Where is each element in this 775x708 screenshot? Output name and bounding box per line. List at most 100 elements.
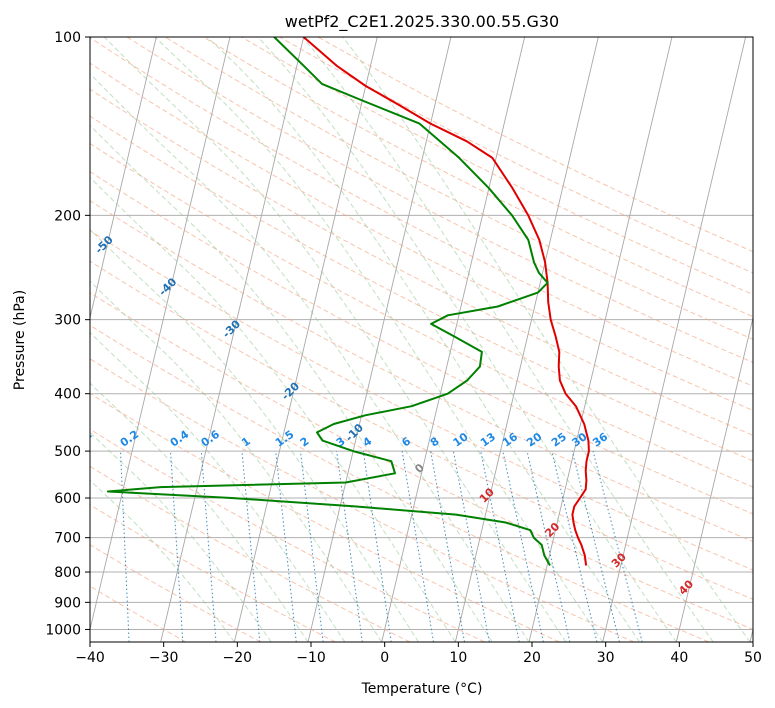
mixing-ratio-label: 1 (239, 435, 253, 450)
dry-adiabat-line (90, 292, 753, 630)
dry-adiabat-line (90, 200, 753, 543)
mixing-ratio-line (275, 451, 297, 642)
isotherm-line (90, 37, 157, 320)
mixing-ratio-line (170, 451, 184, 642)
chart-title: wetPf2_C2E1.2025.330.00.55.G30 (285, 12, 559, 32)
dry-adiabat-line (90, 260, 753, 600)
isotherm-label: -60 (29, 191, 52, 214)
dry-adiabat-line (90, 62, 753, 411)
x-tick-label: 10 (449, 650, 467, 666)
moist-adiabat-line (342, 37, 751, 642)
y-tick-label: 500 (54, 444, 81, 460)
isotherm-line (307, 37, 452, 642)
moist-adiabat-line (154, 37, 604, 642)
isotherm-line (675, 315, 753, 642)
mixing-ratio-label: 0.6 (199, 428, 223, 450)
dry-adiabat-line (90, 358, 635, 642)
isotherm-line (381, 37, 526, 642)
isotherm-line (602, 37, 747, 642)
y-axis-label: Pressure (hPa) (12, 290, 28, 390)
dry-adiabat-line (90, 115, 753, 462)
isotherm-line (160, 37, 305, 642)
dry-adiabat-line (203, 37, 753, 318)
isotherm-label: 20 (542, 520, 562, 540)
isotherm-label: 0 (412, 461, 427, 476)
x-tick-label: 0 (380, 650, 389, 666)
dry-adiabat-line (317, 37, 753, 253)
y-tick-label: 200 (54, 208, 81, 224)
mixing-ratio-line (362, 451, 392, 642)
dry-adiabat-line (90, 229, 753, 571)
moist-adiabat-line (90, 228, 419, 642)
y-tick-label: 400 (54, 387, 81, 403)
isotherm-label: -20 (279, 379, 302, 402)
isotherm-line (528, 37, 673, 642)
series-line-1 (106, 37, 551, 566)
isotherm-line (90, 37, 231, 632)
mixing-ratio-label: 36 (590, 430, 610, 450)
x-tick-label: 30 (597, 650, 615, 666)
mixing-ratio-label: 2 (298, 435, 312, 450)
y-tick-label: 800 (54, 565, 81, 581)
moist-adiabat-line (257, 37, 677, 642)
mixing-ratio-line (480, 451, 520, 642)
mixing-ratio-line (502, 450, 544, 642)
isotherm-label: 40 (676, 577, 696, 597)
y-tick-label: 600 (54, 491, 81, 507)
mixing-ratio-line (571, 450, 620, 642)
moist-adiabat-line (90, 331, 346, 642)
moist-adiabat-line (90, 431, 272, 642)
mixing-ratio-label: 25 (549, 430, 569, 449)
mixing-ratio-label: 13 (478, 430, 498, 449)
mixing-ratio-line (401, 451, 434, 642)
moist-adiabat-line (103, 37, 567, 642)
dry-adiabat-line (90, 142, 753, 488)
moist-adiabat-line (302, 37, 714, 642)
mixing-ratio-line (120, 451, 130, 642)
mixing-ratio-label: 16 (500, 430, 520, 450)
dry-adiabat-line (90, 428, 485, 642)
y-tick-label: 300 (54, 313, 81, 329)
mixing-ratio-line (551, 450, 598, 642)
isotherm-label: 30 (609, 550, 629, 570)
isotherm-line (233, 37, 378, 642)
x-tick-label: 40 (670, 650, 688, 666)
plot-area: 0.10.20.40.611.52346810131620253036-100-… (0, 37, 753, 642)
x-tick-label: −40 (75, 650, 105, 666)
plot-frame (89, 36, 754, 643)
mixing-ratio-line (526, 450, 571, 642)
y-tick-label: 1000 (45, 622, 81, 638)
moist-adiabat-line (206, 37, 640, 642)
mixing-ratio-label: 4 (361, 434, 375, 449)
mixing-ratio-label: 0.4 (168, 428, 192, 450)
background-lines: 0.10.20.40.611.52346810131620253036-100-… (0, 37, 753, 642)
x-tick-label: 20 (523, 650, 541, 666)
dry-adiabat-line (90, 465, 411, 642)
sounding-series (106, 37, 590, 566)
isotherm-line (749, 627, 753, 642)
dry-adiabat-line (90, 88, 753, 436)
x-tick-label: 50 (744, 650, 762, 666)
y-tick-label: 100 (54, 30, 81, 46)
mixing-ratio-label: 20 (524, 430, 544, 450)
mixing-ratio-line (452, 451, 490, 642)
series-line-0 (302, 37, 590, 566)
mixing-ratio-label: 0.2 (118, 428, 141, 450)
mixing-ratio-label: 6 (399, 434, 413, 449)
dry-adiabat-line (90, 324, 709, 642)
mixing-ratio-label: 0.1 (71, 428, 94, 450)
mixing-ratio-label: 1.5 (273, 428, 296, 450)
isotherm-label: -40 (156, 275, 179, 298)
isotherm-label: 10 (477, 485, 497, 505)
dry-adiabat-line (90, 544, 261, 642)
moist-adiabat-line (90, 280, 383, 642)
x-tick-label: −10 (296, 650, 326, 666)
mixing-ratio-label: 10 (451, 430, 471, 450)
dry-adiabat-line (90, 392, 560, 642)
isotherm-line (0, 37, 9, 642)
moist-adiabat-line (90, 73, 530, 642)
moist-adiabat-line (90, 124, 493, 642)
dry-adiabat-line (90, 37, 753, 387)
mixing-ratio-line (592, 450, 643, 642)
